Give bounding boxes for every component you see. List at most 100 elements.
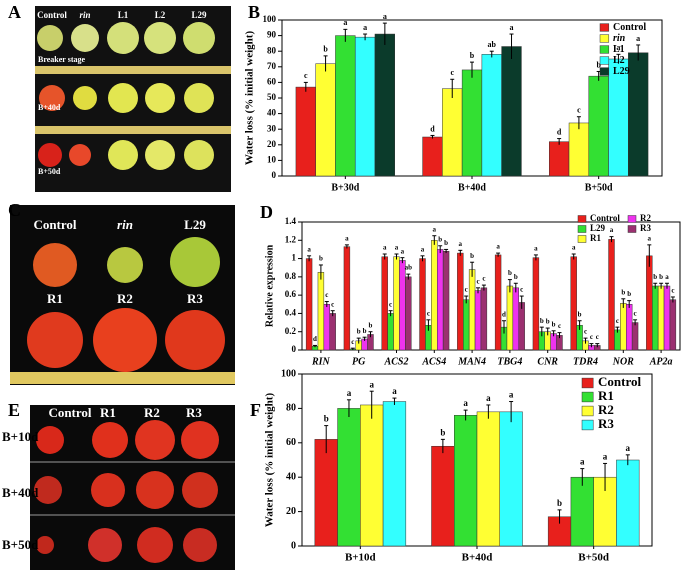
x-tick-label: CNR	[537, 356, 558, 367]
significance-letter: a	[347, 388, 352, 398]
significance-letter: a	[343, 18, 347, 27]
bar	[382, 401, 407, 547]
bar	[442, 251, 450, 351]
legend-label: Control	[598, 374, 641, 389]
fruit	[135, 420, 175, 460]
significance-letter: c	[634, 309, 637, 317]
significance-letter: c	[577, 106, 581, 115]
photo-column-label: R2	[144, 405, 160, 420]
significance-letter: b	[444, 239, 448, 247]
significance-letter: b	[323, 45, 328, 54]
error-bar	[382, 253, 387, 260]
error-bar	[557, 509, 562, 524]
legend-swatch	[581, 377, 594, 389]
y-tick-label: 100	[263, 14, 277, 24]
significance-letter: a	[463, 398, 468, 408]
error-bar	[571, 253, 576, 260]
bar	[323, 304, 330, 351]
fruit	[91, 473, 125, 507]
error-bar	[502, 320, 507, 334]
photo-column-label: R3	[186, 405, 202, 420]
y-axis-label: Relative expression	[264, 244, 275, 327]
significance-letter: c	[465, 286, 468, 294]
fruit	[145, 140, 175, 170]
y-tick-label: 1	[292, 253, 297, 263]
fruit	[184, 83, 214, 113]
bar	[501, 46, 522, 177]
fruit	[71, 24, 99, 52]
legend-label: R3	[598, 416, 614, 431]
error-bar	[432, 235, 437, 245]
bar	[315, 63, 336, 177]
significance-letter: a	[369, 379, 374, 389]
fruit	[93, 308, 157, 372]
x-tick-label: B+10d	[345, 552, 376, 564]
photo-row-label: R3	[187, 291, 203, 306]
fruit	[145, 83, 175, 113]
legend-swatch	[581, 419, 594, 431]
significance-letter: d	[430, 124, 435, 133]
bar	[474, 290, 482, 351]
bar	[405, 276, 412, 351]
fruit	[36, 536, 54, 554]
fruit	[181, 421, 219, 459]
panel-letter: B	[248, 2, 260, 22]
significance-letter: a	[395, 244, 399, 252]
legend-swatch	[599, 56, 610, 65]
error-bar	[609, 236, 614, 243]
error-bar	[545, 327, 550, 336]
significance-letter: a	[433, 225, 437, 233]
x-tick-label: B+50d	[585, 182, 613, 193]
panel-letter: A	[8, 2, 21, 22]
x-tick-label: TDR4	[573, 356, 598, 367]
x-tick-label: B+50d	[578, 552, 609, 564]
significance-letter: a	[486, 393, 491, 403]
error-bar	[344, 244, 349, 249]
error-bar	[489, 50, 494, 58]
bar	[657, 285, 665, 351]
significance-letter: c	[331, 300, 334, 308]
significance-letter: c	[389, 300, 392, 308]
significance-letter: b	[627, 290, 631, 298]
bar	[631, 322, 639, 351]
significance-letter: a	[383, 12, 387, 21]
x-tick-label: TBG4	[497, 356, 522, 367]
error-bar	[400, 257, 405, 264]
significance-letter: a	[510, 23, 514, 32]
error-bar	[557, 138, 562, 145]
error-bar	[470, 261, 475, 277]
y-tick-label: 60	[286, 437, 296, 448]
error-bar	[589, 343, 594, 348]
legend-swatch	[577, 235, 587, 243]
legend-swatch	[627, 215, 637, 223]
legend-label: R1	[590, 233, 601, 243]
y-tick-label: 0.6	[285, 289, 297, 299]
error-bar	[664, 282, 669, 289]
error-bar	[627, 300, 632, 308]
photo-row-label: R1	[47, 291, 63, 306]
significance-letter: b	[470, 252, 474, 260]
significance-letter: a	[345, 234, 349, 242]
y-tick-label: 20	[267, 139, 277, 149]
significance-letter: a	[648, 234, 652, 242]
error-bar	[438, 245, 443, 254]
error-bar	[406, 273, 411, 280]
legend-label: rin	[613, 33, 626, 44]
significance-letter: b	[508, 269, 512, 277]
significance-letter: a	[307, 245, 311, 253]
x-tick-label: AP2a	[649, 356, 673, 367]
bar	[381, 256, 388, 351]
y-tick-label: 80	[267, 45, 277, 55]
significance-letter: c	[590, 333, 593, 341]
error-bar	[382, 22, 387, 45]
fruit	[27, 312, 83, 368]
significance-letter: c	[596, 333, 599, 341]
legend-swatch	[599, 45, 610, 54]
error-bar	[392, 397, 397, 405]
x-tick-label: MAN4	[457, 356, 486, 367]
bar	[457, 252, 464, 351]
error-bar	[595, 343, 600, 348]
significance-letter: b	[369, 321, 373, 329]
photo-column-label: Control	[33, 217, 76, 232]
bar	[374, 33, 395, 177]
